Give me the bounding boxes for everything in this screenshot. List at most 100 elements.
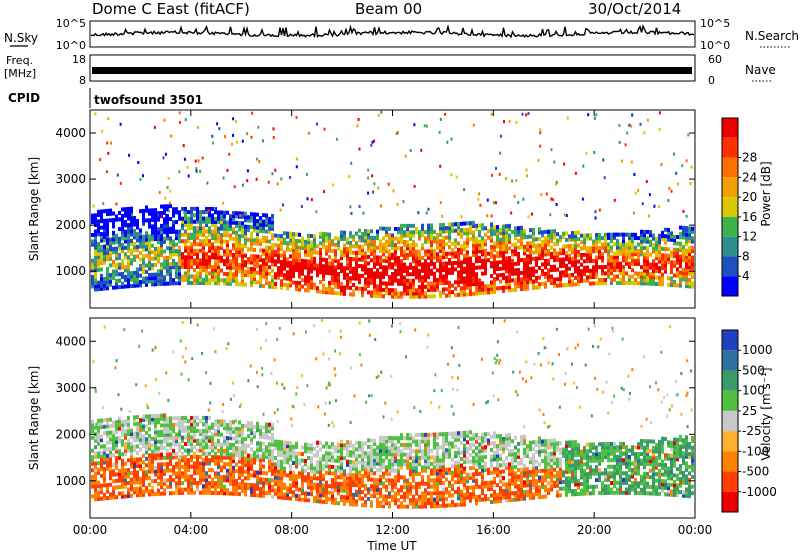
data-cell: [187, 281, 190, 286]
data-cell: [346, 272, 349, 277]
data-cell: [616, 264, 619, 269]
data-cell: [271, 436, 274, 441]
data-cell: [373, 277, 376, 282]
data-cell: [127, 468, 130, 473]
data-cell: [372, 190, 375, 194]
data-cell: [367, 245, 370, 250]
data-cell: [121, 471, 124, 476]
data-cell: [631, 255, 634, 260]
data-cell: [583, 252, 586, 257]
data-cell: [170, 134, 173, 138]
data-cell: [136, 238, 139, 243]
data-cell: [235, 449, 238, 454]
data-cell: [439, 245, 442, 250]
data-cell: [182, 144, 185, 148]
data-cell: [376, 232, 379, 237]
data-cell: [127, 274, 130, 279]
data-cell: [175, 265, 178, 270]
data-cell: [307, 472, 310, 477]
data-cell: [479, 203, 482, 207]
data-cell: [238, 420, 241, 425]
data-cell: [127, 448, 130, 453]
data-cell: [409, 246, 412, 251]
data-cell: [628, 232, 631, 237]
data-cell: [178, 477, 181, 482]
data-cell: [259, 444, 262, 449]
data-cell: [172, 471, 175, 476]
data-cell: [427, 275, 430, 280]
data-cell: [439, 294, 442, 299]
data-cell: [148, 417, 151, 422]
data-cell: [346, 498, 349, 503]
data-cell: [511, 278, 514, 283]
data-cell: [202, 471, 205, 476]
data-cell: [493, 225, 496, 230]
data-cell: [340, 468, 343, 473]
data-cell: [97, 267, 100, 272]
data-cell: [325, 261, 328, 266]
data-cell: [463, 269, 466, 274]
data-cell: [490, 248, 493, 253]
data-cell: [565, 270, 568, 275]
data-cell: [466, 240, 469, 245]
data-cell: [175, 455, 178, 460]
data-cell: [505, 233, 508, 238]
data-cell: [520, 277, 523, 282]
data-cell: [607, 261, 610, 266]
data-cell: [223, 239, 226, 244]
data-cell: [496, 263, 499, 268]
data-cell: [505, 266, 508, 271]
data-cell: [184, 213, 187, 218]
data-cell: [268, 220, 271, 225]
data-cell: [253, 450, 256, 455]
data-cell: [430, 258, 433, 263]
data-cell: [340, 495, 343, 500]
data-cell: [289, 476, 292, 481]
data-cell: [229, 452, 232, 457]
data-cell: [433, 236, 436, 241]
data-cell: [100, 261, 103, 266]
data-cell: [315, 122, 318, 126]
data-cell: [592, 275, 595, 280]
data-cell: [208, 271, 211, 276]
data-cell: [508, 227, 511, 232]
data-cell: [220, 223, 223, 228]
data-cell: [106, 244, 109, 249]
data-cell: [199, 432, 202, 437]
data-cell: [454, 228, 457, 233]
data-cell: [373, 139, 376, 143]
data-cell: [388, 275, 391, 280]
data-cell: [175, 471, 178, 476]
data-cell: [388, 255, 391, 260]
data-cell: [232, 230, 235, 235]
data-cell: [604, 245, 607, 250]
data-cell: [190, 222, 193, 227]
data-cell: [580, 233, 583, 238]
data-cell: [238, 221, 241, 226]
data-cell: [238, 469, 241, 474]
data-cell: [337, 449, 340, 454]
data-cell: [355, 447, 358, 452]
data-cell: [379, 468, 382, 473]
data-cell: [505, 227, 508, 232]
data-cell: [424, 239, 427, 244]
data-cell: [577, 230, 580, 235]
data-cell: [100, 286, 103, 291]
data-cell: [190, 274, 193, 279]
data-cell: [115, 462, 118, 467]
data-cell: [163, 423, 166, 428]
data-cell: [175, 491, 178, 496]
data-cell: [202, 248, 205, 253]
data-cell: [256, 451, 259, 456]
data-cell: [169, 435, 172, 440]
data-cell: [289, 264, 292, 269]
data-cell: [301, 474, 304, 479]
data-cell: [388, 462, 391, 467]
data-cell: [553, 232, 556, 237]
data-cell: [490, 228, 493, 233]
data-cell: [475, 223, 478, 228]
data-cell: [362, 211, 365, 215]
data-cell: [214, 210, 217, 215]
data-cell: [514, 252, 517, 257]
data-cell: [259, 258, 262, 263]
